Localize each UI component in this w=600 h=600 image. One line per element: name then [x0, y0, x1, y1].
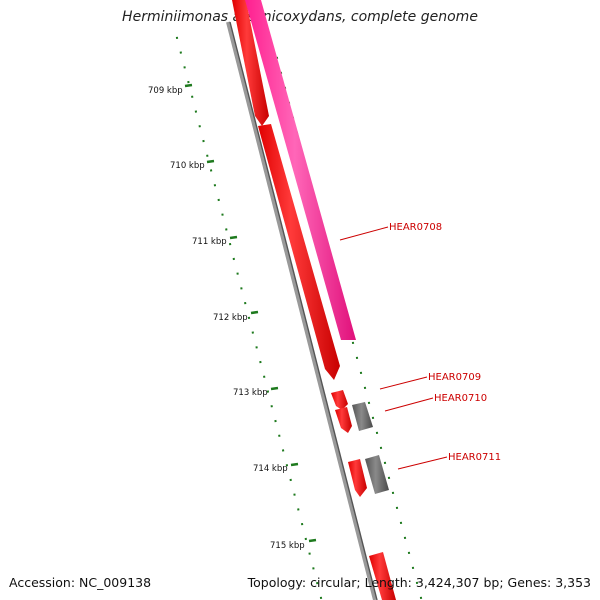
kbp-tick-712 — [250, 310, 259, 315]
cds-feature-hear0711[interactable] — [348, 459, 367, 497]
accession-text: Accession: NC_009138 — [9, 575, 152, 590]
kbp-label-714: 714 kbp — [253, 464, 288, 474]
gene-features — [232, 0, 396, 600]
kbp-label-710: 710 kbp — [170, 161, 205, 171]
kbp-label-715: 715 kbp — [270, 541, 305, 551]
cds-feature-next[interactable] — [369, 552, 396, 600]
label-leader-hear0710 — [384, 397, 434, 412]
genome-title: Herminiimonas arsenicoxydans, complete g… — [122, 9, 478, 25]
gene-labels: HEAR0708 HEAR0709 HEAR0710 HEAR0711 — [339, 222, 501, 470]
kbp-label-712: 712 kbp — [213, 313, 248, 323]
other-feature-hear0710[interactable] — [352, 402, 373, 431]
label-leader-hear0708 — [339, 226, 389, 241]
rna-feature[interactable] — [245, 0, 356, 340]
genome-backbone — [226, 21, 377, 600]
kbp-tick-710 — [206, 159, 215, 164]
minor-ticks-inner — [175, 36, 323, 599]
gene-label-hear0711[interactable]: HEAR0711 — [448, 452, 501, 463]
kbp-tick-709 — [184, 83, 193, 88]
kbp-tick-715 — [308, 538, 317, 543]
cds-feature-hear0709b[interactable] — [335, 407, 352, 433]
cds-feature[interactable] — [232, 0, 269, 126]
cds-feature-hear0708[interactable] — [258, 124, 340, 380]
kbp-axis: 709 kbp 710 kbp 711 kbp 712 kbp 713 kbp … — [148, 83, 317, 551]
other-feature-hear0711[interactable] — [365, 455, 389, 494]
cds-feature-hear0709[interactable] — [331, 390, 348, 410]
label-leader-hear0711 — [397, 456, 448, 470]
gene-label-hear0709[interactable]: HEAR0709 — [428, 372, 481, 383]
genome-summary-text: Topology: circular; Length: 3,424,307 bp… — [247, 575, 591, 590]
kbp-tick-714 — [290, 462, 299, 467]
kbp-label-711: 711 kbp — [192, 237, 227, 247]
label-leader-hear0709 — [379, 376, 428, 390]
gene-label-hear0708[interactable]: HEAR0708 — [389, 222, 442, 233]
gene-label-hear0710[interactable]: HEAR0710 — [434, 393, 487, 404]
kbp-tick-713 — [270, 386, 279, 391]
kbp-tick-711 — [229, 235, 238, 240]
genome-backbone-shadow — [229, 21, 378, 600]
kbp-label-713: 713 kbp — [233, 388, 268, 398]
kbp-label-709: 709 kbp — [148, 86, 183, 96]
